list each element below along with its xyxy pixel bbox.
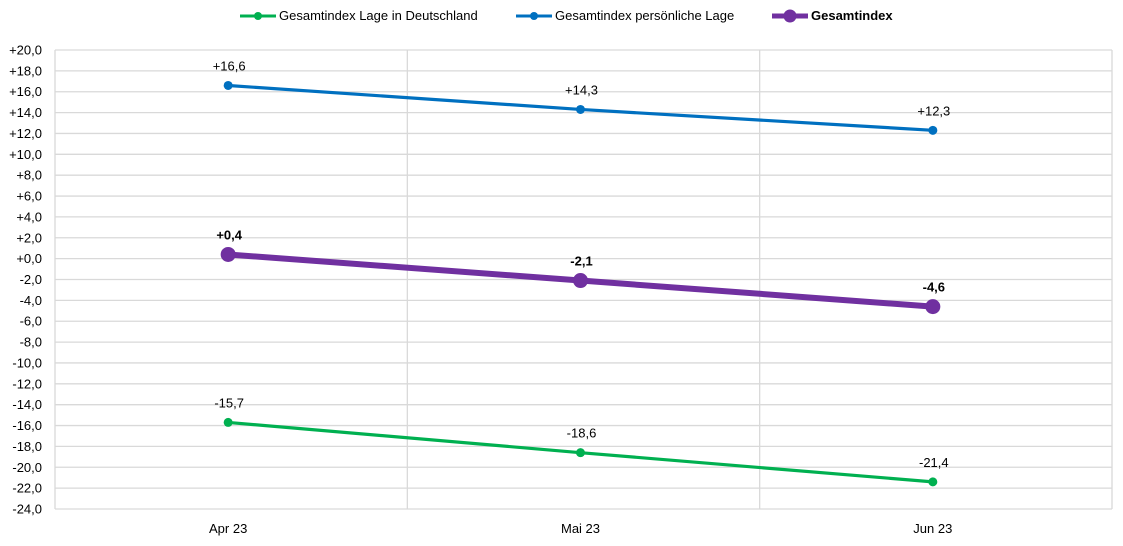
data-point-marker [576, 104, 585, 114]
chart-legend: Gesamtindex Lage in Deutschland Gesamtin… [0, 8, 1123, 28]
data-point-marker [928, 125, 938, 135]
legend-item-gesamtindex: Gesamtindex [772, 8, 893, 23]
y-tick-label: -2,0 [20, 272, 42, 287]
x-tick-label: Jun 23 [913, 521, 952, 536]
chart-series: -15,7 -18,6 -21,4 +16,6 +14,3 +12,3 +0,4 -2,1 -4… [213, 58, 950, 487]
y-tick-label: +6,0 [16, 189, 42, 204]
y-tick-label: +10,0 [9, 147, 42, 162]
y-tick-label: +0,0 [16, 251, 42, 266]
data-label: +16,6 [213, 58, 246, 73]
data-point-marker [576, 448, 585, 458]
legend-line-marker-icon [240, 10, 276, 22]
data-label: +0,4 [216, 227, 242, 242]
x-axis: Apr 23 Mai 23 Jun 23 [209, 521, 952, 536]
y-tick-label: +14,0 [9, 105, 42, 120]
data-point-marker [223, 417, 233, 427]
y-tick-label: +4,0 [16, 209, 42, 224]
y-axis: +20,0 +18,0 +16,0 +14,0 +12,0 +10,0 +8,0 +6,0 +4… [9, 43, 42, 517]
data-label: +12,3 [917, 103, 950, 118]
data-point-marker [223, 80, 233, 90]
legend-label: Gesamtindex [811, 8, 893, 23]
data-label: -21,4 [919, 455, 949, 470]
y-tick-label: -10,0 [12, 355, 42, 370]
x-tick-label: Mai 23 [561, 521, 600, 536]
y-tick-label: +2,0 [16, 230, 42, 245]
legend-line-marker-icon [516, 10, 552, 22]
data-point-marker [573, 273, 588, 289]
y-tick-label: -22,0 [12, 481, 42, 496]
series-gesamtindex-lage-in-deutschland: -15,7 -18,6 -21,4 [214, 395, 949, 487]
data-point-marker [928, 477, 938, 487]
y-tick-label: -16,0 [12, 418, 42, 433]
y-tick-label: -18,0 [12, 439, 42, 454]
data-point-marker [925, 299, 941, 315]
y-tick-label: -12,0 [12, 376, 42, 391]
legend-item-lage-deutschland: Gesamtindex Lage in Deutschland [240, 8, 478, 23]
y-tick-label: +16,0 [9, 84, 42, 99]
y-tick-label: +12,0 [9, 126, 42, 141]
y-tick-label: -24,0 [12, 502, 42, 517]
data-point-marker [220, 246, 236, 262]
y-tick-label: -14,0 [12, 397, 42, 412]
y-tick-label: -4,0 [20, 293, 42, 308]
y-tick-label: +8,0 [16, 168, 42, 183]
y-tick-label: -6,0 [20, 314, 42, 329]
data-label: -15,7 [214, 395, 244, 410]
series-gesamtindex: +0,4 -2,1 -4,6 [216, 227, 945, 315]
y-tick-label: +20,0 [9, 43, 42, 58]
legend-line-marker-icon [772, 9, 808, 22]
data-label: -4,6 [923, 280, 945, 295]
series-gesamtindex-pers-nliche-lage: +16,6 +14,3 +12,3 [213, 58, 950, 135]
legend-label: Gesamtindex persönliche Lage [555, 8, 735, 23]
data-label: -2,1 [570, 254, 592, 269]
legend-item-persoenliche-lage: Gesamtindex persönliche Lage [516, 8, 734, 23]
chart-gridlines [54, 49, 1113, 510]
data-label: -18,6 [567, 426, 597, 441]
y-tick-label: -8,0 [20, 335, 42, 350]
y-tick-label: +18,0 [9, 63, 42, 78]
y-tick-label: -20,0 [12, 460, 42, 475]
x-tick-label: Apr 23 [209, 521, 247, 536]
legend-label: Gesamtindex Lage in Deutschland [279, 8, 478, 23]
data-label: +14,3 [565, 82, 598, 97]
